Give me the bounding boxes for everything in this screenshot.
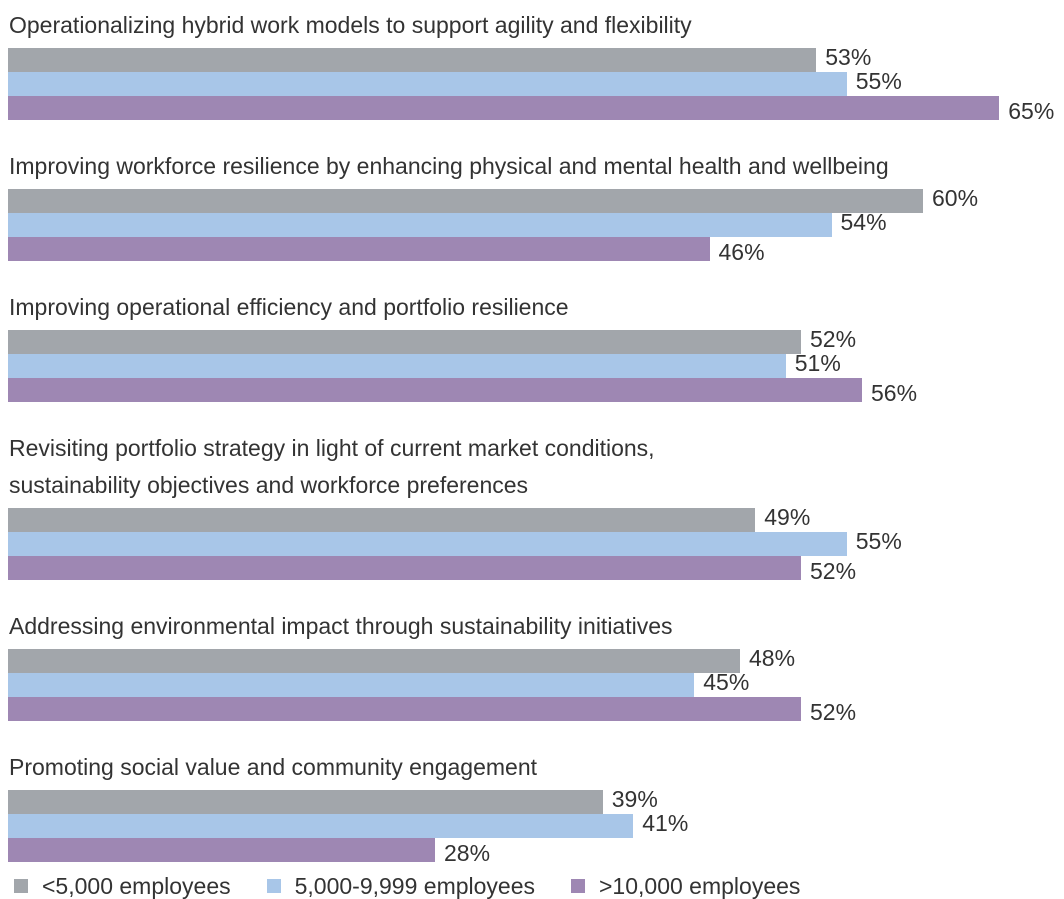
category-group: Operationalizing hybrid work models to s… <box>0 7 1064 124</box>
category-group: Improving operational efficiency and por… <box>0 289 1064 406</box>
bar <box>8 814 634 838</box>
legend-item: 5,000-9,999 employees <box>266 870 535 899</box>
bar <box>8 673 695 697</box>
legend-swatch <box>266 879 281 893</box>
bar-group: 48% 45% 52% <box>0 645 1064 725</box>
legend-item: >10,000 employees <box>571 870 800 899</box>
bar <box>8 72 847 96</box>
category-label: Revisiting portfolio strategy in light o… <box>9 435 655 498</box>
category-group: Addressing environmental impact through … <box>0 608 1064 725</box>
category-label: Improving workforce resilience by enhanc… <box>9 153 889 179</box>
bar <box>8 790 603 814</box>
bar <box>8 378 862 402</box>
legend-label: <5,000 employees <box>42 873 231 899</box>
value-label: 55% <box>855 528 902 554</box>
value-label: 52% <box>810 558 857 584</box>
bar <box>8 48 817 72</box>
value-label: 55% <box>855 68 902 94</box>
value-label: 41% <box>642 810 689 836</box>
legend-item: <5,000 employees <box>14 870 231 899</box>
value-label: 46% <box>718 239 765 265</box>
bar <box>8 508 756 532</box>
category-label: Promoting social value and community eng… <box>9 754 538 780</box>
category-group: Promoting social value and community eng… <box>0 749 1064 866</box>
bar-group: 39% 41% 28% <box>0 786 1064 866</box>
bar <box>8 189 923 213</box>
value-label: 52% <box>810 699 857 725</box>
category-label: Operationalizing hybrid work models to s… <box>9 12 692 38</box>
value-label: 51% <box>794 350 841 376</box>
bar <box>8 649 740 673</box>
bar-group: 52% 51% 56% <box>0 326 1064 406</box>
value-label: 48% <box>749 645 796 671</box>
bar <box>8 96 1000 120</box>
value-label: 45% <box>703 669 750 695</box>
value-label: 52% <box>810 326 857 352</box>
bar <box>8 838 435 862</box>
bar <box>8 532 847 556</box>
value-label: 28% <box>444 840 491 866</box>
bar <box>8 330 801 354</box>
legend-label: 5,000-9,999 employees <box>294 873 535 899</box>
bar <box>8 556 801 580</box>
bar-group: 53% 55% 65% <box>0 44 1064 124</box>
category-label: Improving operational efficiency and por… <box>9 294 569 320</box>
legend-swatch <box>571 879 585 893</box>
legend: <5,000 employees 5,000-9,999 employees >10… <box>14 870 836 899</box>
category-group: Improving workforce resilience by enhanc… <box>0 148 1064 265</box>
bar <box>8 697 801 721</box>
value-label: 54% <box>840 209 887 235</box>
value-label: 39% <box>611 786 658 812</box>
category-group: Revisiting portfolio strategy in light o… <box>0 430 1064 584</box>
bar-group: 60% 54% 46% <box>0 185 1064 265</box>
category-label: Addressing environmental impact through … <box>9 613 673 639</box>
value-label: 49% <box>764 504 811 530</box>
value-label: 53% <box>825 44 872 70</box>
legend-label: >10,000 employees <box>599 873 801 899</box>
bar-group: 49% 55% 52% <box>0 504 1064 584</box>
bar <box>8 354 786 378</box>
value-label: 56% <box>871 380 918 406</box>
bar <box>8 213 832 237</box>
value-label: 65% <box>1008 98 1055 124</box>
value-label: 60% <box>932 185 979 211</box>
bar <box>8 237 710 261</box>
legend-swatch <box>14 879 28 893</box>
